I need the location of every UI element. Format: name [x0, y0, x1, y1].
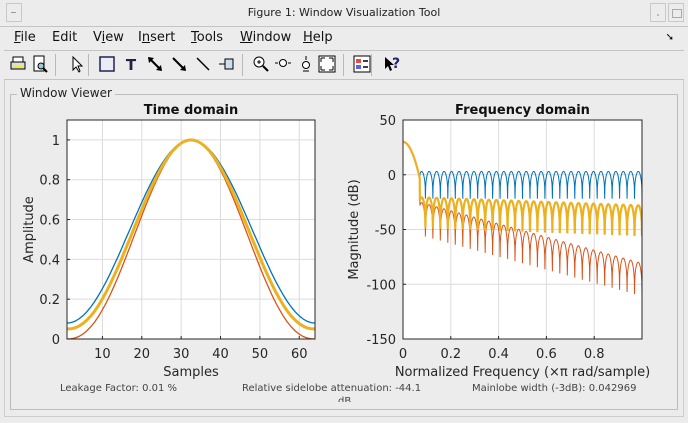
menu-insert[interactable]: Insert [138, 30, 176, 45]
toolbar-separator [371, 54, 372, 76]
menu-bar: ➘ File Edit View Insert Tools Window Help [4, 26, 684, 51]
y-tick-label: 50 [379, 114, 396, 129]
sidelobe-unit: dB [338, 396, 352, 402]
rectangle-icon [99, 56, 115, 72]
window-title: Figure 1: Window Visualization Tool [247, 6, 441, 19]
zoom-vertical-icon [302, 56, 310, 72]
fit-icon [318, 55, 336, 73]
y-tick-label: 1 [52, 134, 60, 149]
text-button[interactable]: T [121, 54, 141, 74]
whats-this-help-icon: ? [385, 56, 400, 72]
y-tick-label: -150 [366, 333, 396, 348]
y-tick-label: 0 [52, 333, 60, 348]
x-tick-label: 30 [173, 347, 190, 362]
axes-box [66, 119, 316, 340]
series-line-window-2 [403, 141, 642, 297]
series-line-window-1 [403, 141, 642, 199]
iconify-button[interactable] [650, 3, 666, 22]
y-tick-label: 0.6 [39, 214, 60, 229]
x-tick-label: 50 [252, 347, 269, 362]
minimize-icon [11, 12, 16, 13]
pan-icon [275, 59, 291, 67]
chart-title: Frequency domain [455, 103, 590, 118]
arrow-icon [172, 57, 186, 71]
legend-icon [353, 55, 371, 73]
panel-title: Window Viewer [17, 86, 115, 100]
y-axis-label: Magnitude (dB) [347, 179, 362, 279]
leakage-factor: Leakage Factor: 0.01 % [60, 383, 178, 394]
title-bar: Figure 1: Window Visualization Tool [0, 0, 688, 27]
svg-text:?: ? [392, 56, 400, 72]
chart-title: Time domain [144, 103, 238, 118]
print-preview-button[interactable] [30, 54, 50, 74]
svg-text:T: T [126, 56, 137, 74]
whats-this-help-button[interactable]: ? [382, 54, 402, 74]
series-line-window-3 [403, 140, 642, 237]
series-line-window-3 [67, 138, 315, 331]
zoom-in-icon [253, 56, 269, 72]
print-preview-icon [33, 55, 48, 73]
menu-edit[interactable]: Edit [52, 30, 78, 45]
print-icon [10, 56, 26, 70]
fit-button[interactable] [317, 54, 337, 74]
select-arrow-button[interactable] [67, 54, 87, 74]
x-tick-label: 10 [94, 347, 111, 362]
series-group [67, 138, 315, 339]
series-group [403, 140, 642, 297]
maximize-button[interactable] [668, 3, 684, 22]
x-tick-label: 0.6 [536, 347, 557, 362]
mainlobe-width: Mainlobe width (-3dB): 0.042969 [472, 383, 637, 394]
zoom-vertical-button[interactable] [296, 54, 316, 74]
plot-area[interactable] [67, 120, 315, 339]
y-tick-label: 0.8 [39, 174, 60, 189]
x-tick-label: 20 [134, 347, 151, 362]
y-tick-label: 0.2 [39, 293, 60, 308]
y-tick-label: -100 [366, 278, 396, 293]
x-axis-label: Samples [163, 365, 219, 380]
maximize-icon [672, 9, 682, 18]
rectangle-button[interactable] [97, 54, 117, 74]
y-tick-label: -50 [375, 224, 396, 239]
y-axis-label: Amplitude [22, 196, 37, 263]
print-button[interactable] [8, 54, 28, 74]
x-tick-label: 60 [291, 347, 308, 362]
x-axis-label: Normalized Frequency (×π rad/sample) [395, 365, 650, 380]
double-arrow-icon [148, 57, 162, 71]
window-viewer-panel [10, 94, 678, 410]
toolbar-separator [242, 54, 243, 76]
line-button[interactable] [193, 54, 213, 74]
toolbar: T? [4, 51, 684, 80]
pin-icon [219, 58, 234, 70]
pin-button[interactable] [217, 54, 237, 74]
toolbar-separator [343, 54, 344, 76]
x-tick-label: 0.4 [488, 347, 509, 362]
zoom-in-button[interactable] [251, 54, 271, 74]
double-arrow-button[interactable] [145, 54, 165, 74]
iconify-icon [657, 14, 659, 16]
pan-button[interactable] [273, 54, 293, 74]
line-icon [196, 57, 210, 71]
x-tick-label: 0.2 [440, 347, 461, 362]
arrow-button[interactable] [169, 54, 189, 74]
menu-window[interactable]: Window [240, 30, 292, 45]
sidelobe-attenuation: Relative sidelobe attenuation: -44.1 [242, 383, 422, 394]
dock-arrow-icon[interactable]: ➘ [665, 32, 674, 43]
select-arrow-icon [72, 55, 84, 73]
text-icon: T [126, 56, 137, 74]
menu-file[interactable]: File [14, 30, 36, 45]
figure-frame [4, 80, 684, 417]
y-tick-label: 0 [388, 169, 396, 184]
toolbar-separator [55, 54, 56, 76]
toolbar-separator [88, 54, 89, 76]
x-tick-label: 0 [399, 347, 407, 362]
x-tick-label: 0.8 [584, 347, 605, 362]
legend-button[interactable] [352, 54, 372, 74]
window-menu-button[interactable] [6, 3, 22, 22]
menu-view[interactable]: View [93, 30, 124, 45]
menu-tools[interactable]: Tools [191, 30, 224, 45]
y-tick-label: 0.4 [39, 253, 60, 268]
menu-help[interactable]: Help [303, 30, 333, 45]
x-tick-label: 40 [212, 347, 229, 362]
